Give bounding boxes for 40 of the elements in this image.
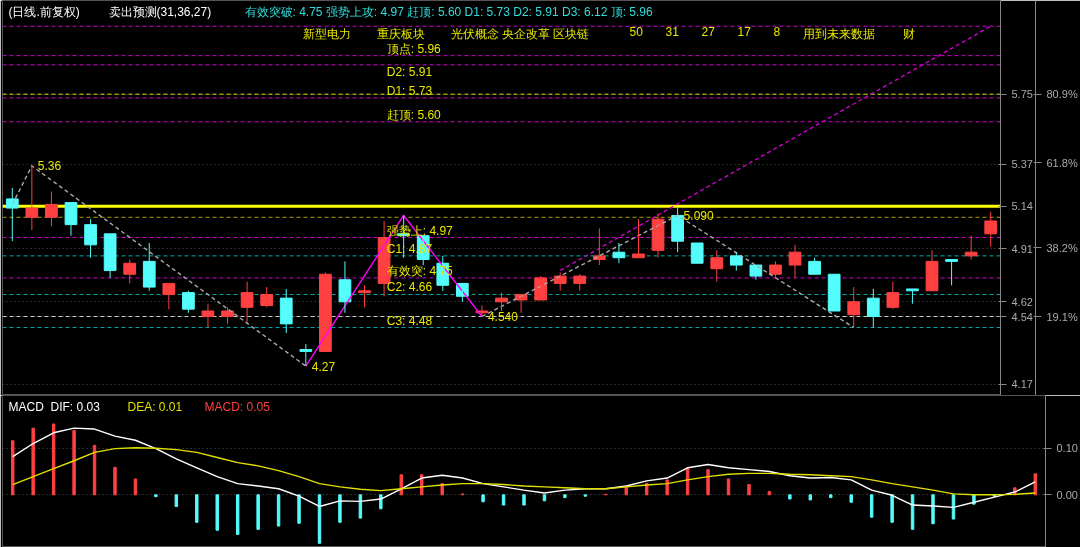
- y-tick-label: 0.10: [1056, 442, 1078, 455]
- data-label: 4.540: [487, 310, 519, 324]
- annotation: 卖出预测(31,36,27): [108, 4, 212, 19]
- data-label: 4.27: [311, 359, 336, 374]
- annotation: 重庆板块: [376, 26, 425, 41]
- ref-line-label: D2: 5.91: [386, 64, 433, 79]
- data-label: 5.36: [37, 159, 62, 174]
- data-label: 5.090: [683, 208, 714, 223]
- series-label: DIF: 0.03: [50, 399, 101, 414]
- text: DEA: 0.01: [127, 399, 183, 414]
- y-tick-label: 4.54: [1011, 310, 1033, 323]
- annotation: 新型电力: [302, 26, 351, 41]
- ref-line-label: D1: 5.73: [386, 83, 433, 98]
- ref-line-label: 赶顶: 5.60: [386, 107, 442, 122]
- chart-subtitle: 有效突破: 4.75 强势上攻: 4.97 赶顶: 5.60 D1: 5.73 D2: 5.91 D3: 6.12 顶: 5.96: [244, 4, 654, 19]
- annotation: 50: [629, 24, 644, 39]
- y-tick-label: 5.14: [1011, 200, 1033, 213]
- y2-tick-label: 38.2%: [1046, 241, 1078, 254]
- annotation: 财: [902, 26, 915, 41]
- y-tick-label: 5.37: [1011, 158, 1033, 171]
- y-tick-label: 4.91: [1011, 242, 1033, 255]
- y-tick-label: 0.00: [1056, 488, 1078, 501]
- ref-line-label: C3: 4.48: [386, 313, 433, 328]
- chart-title: MACD: [8, 399, 45, 414]
- y-tick-label: 4.17: [1011, 378, 1033, 391]
- ref-line-label: 顶点: 5.96: [386, 41, 442, 56]
- annotation: 31: [665, 24, 680, 39]
- annotation: 8: [773, 24, 781, 39]
- annotation: 17: [737, 24, 752, 39]
- y-tick-label: 4.62: [1011, 295, 1033, 308]
- ref-line-label: C2: 4.66: [386, 280, 433, 295]
- chart-title: (日线.前复权): [8, 4, 80, 19]
- annotation: 光伏概念 央企改革 区块链: [450, 26, 590, 41]
- text: MACD: 0.05: [204, 399, 271, 414]
- y2-tick-label: 61.8%: [1046, 156, 1078, 169]
- annotation: 用到未来数据: [802, 26, 875, 41]
- y2-tick-label: 80.9%: [1046, 88, 1078, 101]
- y2-tick-label: 19.1%: [1046, 310, 1078, 323]
- annotation: 27: [701, 24, 716, 39]
- y-tick-label: 5.75: [1011, 88, 1033, 101]
